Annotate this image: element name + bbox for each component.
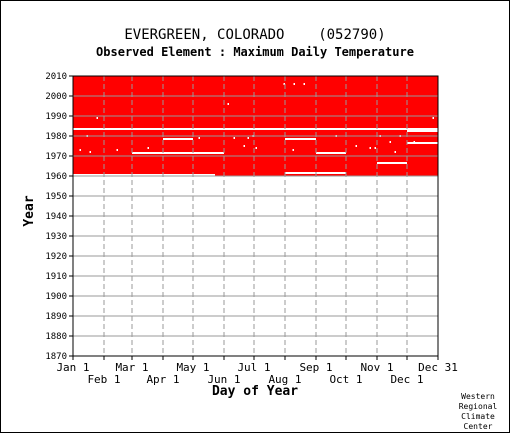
y-tick-label: 1940 xyxy=(45,212,67,222)
credit-line: Center xyxy=(464,422,493,431)
missing-data-day xyxy=(227,103,229,105)
missing-data-day xyxy=(96,117,98,119)
x-axis-label: Day of Year xyxy=(212,384,298,399)
chart-title: EVERGREEN, COLORADO (052790) xyxy=(124,27,385,43)
missing-data-day xyxy=(394,151,396,153)
x-tick-label: Jan 1 xyxy=(56,361,89,374)
missing-data-day xyxy=(303,83,305,85)
y-tick-label: 1890 xyxy=(45,312,67,322)
x-tick-label: Aug 1 xyxy=(268,373,301,386)
missing-data-day xyxy=(116,149,118,151)
missing-data-day xyxy=(247,137,249,139)
credit-line: Climate xyxy=(461,412,495,421)
missing-data-day xyxy=(243,145,245,147)
missing-data-day xyxy=(389,141,391,143)
x-tick-label: Dec 1 xyxy=(390,373,423,386)
credit-line: Regional xyxy=(459,402,498,411)
x-tick-label: Nov 1 xyxy=(360,361,393,374)
y-tick-label: 1930 xyxy=(45,232,67,242)
missing-data-day xyxy=(283,83,285,85)
missing-data-day xyxy=(147,147,149,149)
y-tick-label: 1970 xyxy=(45,152,67,162)
missing-data-segment xyxy=(377,162,407,164)
missing-data-day xyxy=(255,147,257,149)
y-tick-label: 1900 xyxy=(45,292,67,302)
missing-data-segment xyxy=(316,152,346,154)
y-axis-label: Year xyxy=(22,195,37,226)
y-tick-label: 1910 xyxy=(45,272,67,282)
y-tick-label: 2000 xyxy=(45,92,67,102)
missing-data-day xyxy=(292,149,294,151)
y-tick-label: 1960 xyxy=(45,172,67,182)
y-tick-label: 1920 xyxy=(45,252,67,262)
missing-data-segment xyxy=(407,130,438,132)
x-tick-label: Sep 1 xyxy=(299,361,332,374)
x-tick-label: Dec 31 xyxy=(418,361,458,374)
missing-data-day xyxy=(355,145,357,147)
missing-data-day xyxy=(432,117,434,119)
y-tick-label: 1990 xyxy=(45,112,67,122)
missing-data-day xyxy=(374,147,376,149)
missing-data-day xyxy=(89,151,91,153)
x-tick-label: Apr 1 xyxy=(146,373,179,386)
missing-data-segment xyxy=(132,152,224,154)
y-tick-label: 2010 xyxy=(45,72,67,82)
missing-data-segment xyxy=(316,128,346,130)
y-tick-label: 1880 xyxy=(45,332,67,342)
data-coverage-block xyxy=(73,76,438,176)
x-tick-label: Feb 1 xyxy=(87,373,120,386)
missing-data-segment xyxy=(73,174,215,176)
x-tick-label: Jun 1 xyxy=(207,373,240,386)
plot-area: 1870 1880 1890 1900 1910 1920 1930 1940 1950 1960… xyxy=(45,72,458,386)
missing-data-segment xyxy=(163,138,193,140)
x-tick-label: Oct 1 xyxy=(329,373,362,386)
missing-data-segment xyxy=(285,138,316,140)
x-tick-label: May 1 xyxy=(176,361,209,374)
chart-subtitle: Observed Element : Maximum Daily Tempera… xyxy=(96,45,414,59)
credit-line: Western xyxy=(461,392,495,401)
missing-data-day xyxy=(233,137,235,139)
x-tick-label: Mar 1 xyxy=(115,361,148,374)
missing-data-day xyxy=(79,149,81,151)
y-tick-label: 1870 xyxy=(45,352,67,362)
x-tick-label: Jul 1 xyxy=(237,361,270,374)
missing-data-day xyxy=(413,141,415,143)
y-tick-label: 1950 xyxy=(45,192,67,202)
missing-data-segment xyxy=(407,142,438,144)
missing-data-day xyxy=(293,83,295,85)
missing-data-day xyxy=(369,147,371,149)
y-tick-label: 1980 xyxy=(45,132,67,142)
missing-data-day xyxy=(198,137,200,139)
missing-data-segment xyxy=(73,128,438,130)
